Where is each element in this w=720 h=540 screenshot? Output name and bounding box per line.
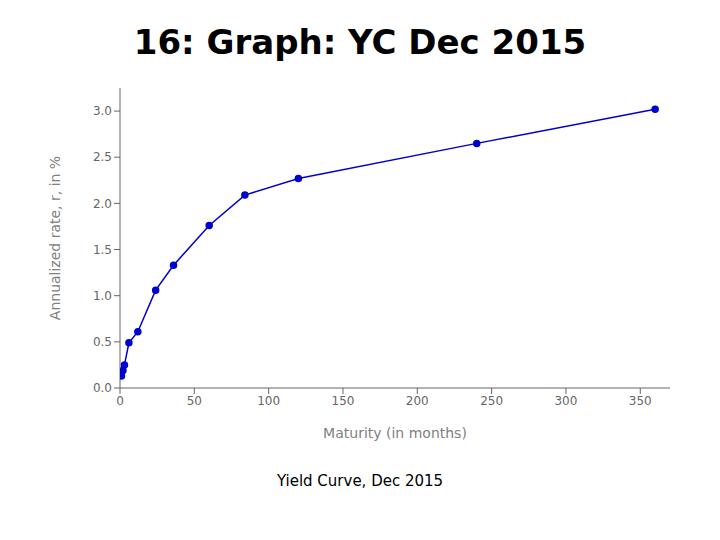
svg-text:Annualized rate, r, in %: Annualized rate, r, in % <box>47 156 63 320</box>
svg-text:0.5: 0.5 <box>93 335 112 349</box>
svg-text:50: 50 <box>187 394 202 408</box>
svg-text:300: 300 <box>554 394 577 408</box>
svg-text:1.5: 1.5 <box>93 243 112 257</box>
svg-text:200: 200 <box>406 394 429 408</box>
svg-text:0.0: 0.0 <box>93 381 112 395</box>
svg-text:3.0: 3.0 <box>93 104 112 118</box>
svg-text:250: 250 <box>480 394 503 408</box>
svg-text:0: 0 <box>116 394 124 408</box>
svg-text:1.0: 1.0 <box>93 289 112 303</box>
svg-text:Maturity (in months): Maturity (in months) <box>323 425 467 441</box>
svg-text:2.5: 2.5 <box>93 150 112 164</box>
svg-text:150: 150 <box>332 394 355 408</box>
svg-text:100: 100 <box>257 394 280 408</box>
html-text:Yield Curve, Dec 2015: Yield Curve, Dec 2015 <box>276 472 444 490</box>
svg-text:350: 350 <box>629 394 652 408</box>
html-text:16: Graph: YC Dec 2015: 16: Graph: YC Dec 2015 <box>133 22 587 62</box>
svg-text:2.0: 2.0 <box>93 197 112 211</box>
